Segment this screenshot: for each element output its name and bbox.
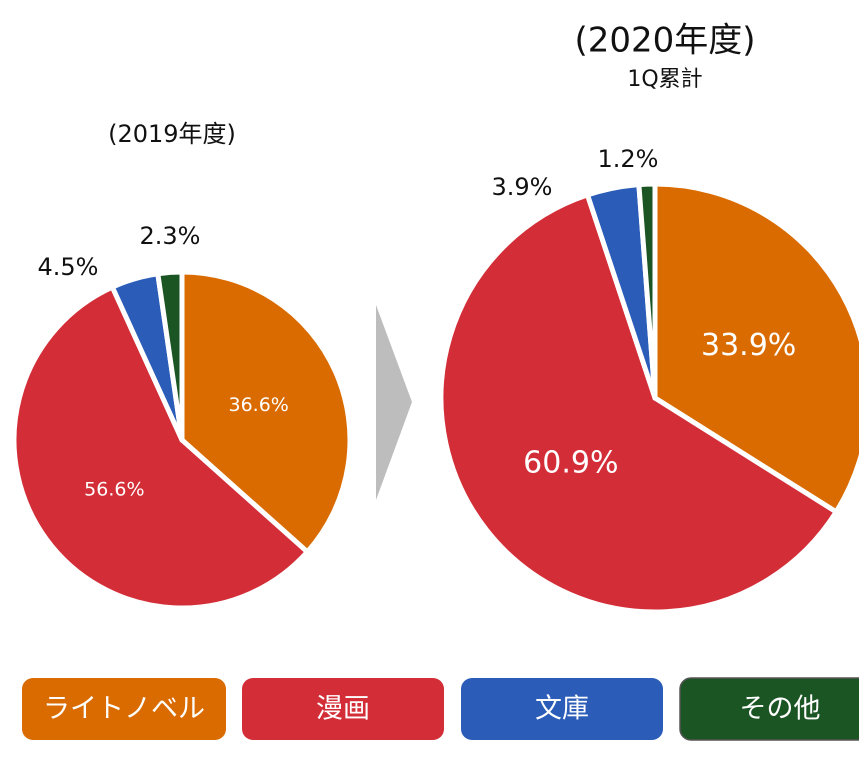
pie-slice	[179, 269, 353, 555]
chart-title: (2020年度)	[574, 21, 755, 61]
legend-swatch	[461, 678, 663, 740]
slice-label: 56.6%	[84, 478, 144, 500]
arrow	[376, 305, 412, 500]
legend-label: その他	[740, 694, 821, 725]
slice-label: 1.2%	[598, 145, 659, 173]
legend-swatch	[242, 678, 444, 740]
legend-swatch	[679, 677, 859, 741]
slice-label: 4.5%	[38, 253, 99, 281]
legend-label: ライトノベル	[43, 694, 205, 725]
pie-slice	[155, 269, 185, 443]
slice-label: 2.3%	[140, 222, 201, 250]
slice-label: 33.9%	[701, 328, 796, 363]
pie-slice	[636, 181, 658, 401]
slice-label: 60.9%	[523, 446, 618, 481]
pie-slice	[438, 192, 839, 615]
legend-swatch	[22, 678, 226, 740]
legend-label: 文庫	[535, 694, 589, 725]
slice-label: 3.9%	[492, 173, 553, 201]
chart-subtitle: 1Q累計	[627, 67, 702, 92]
slice-label: 36.6%	[228, 394, 288, 416]
legend-label: 漫画	[316, 694, 370, 725]
chart-title: (2019年度)	[108, 120, 236, 148]
pie-slice	[11, 284, 310, 611]
